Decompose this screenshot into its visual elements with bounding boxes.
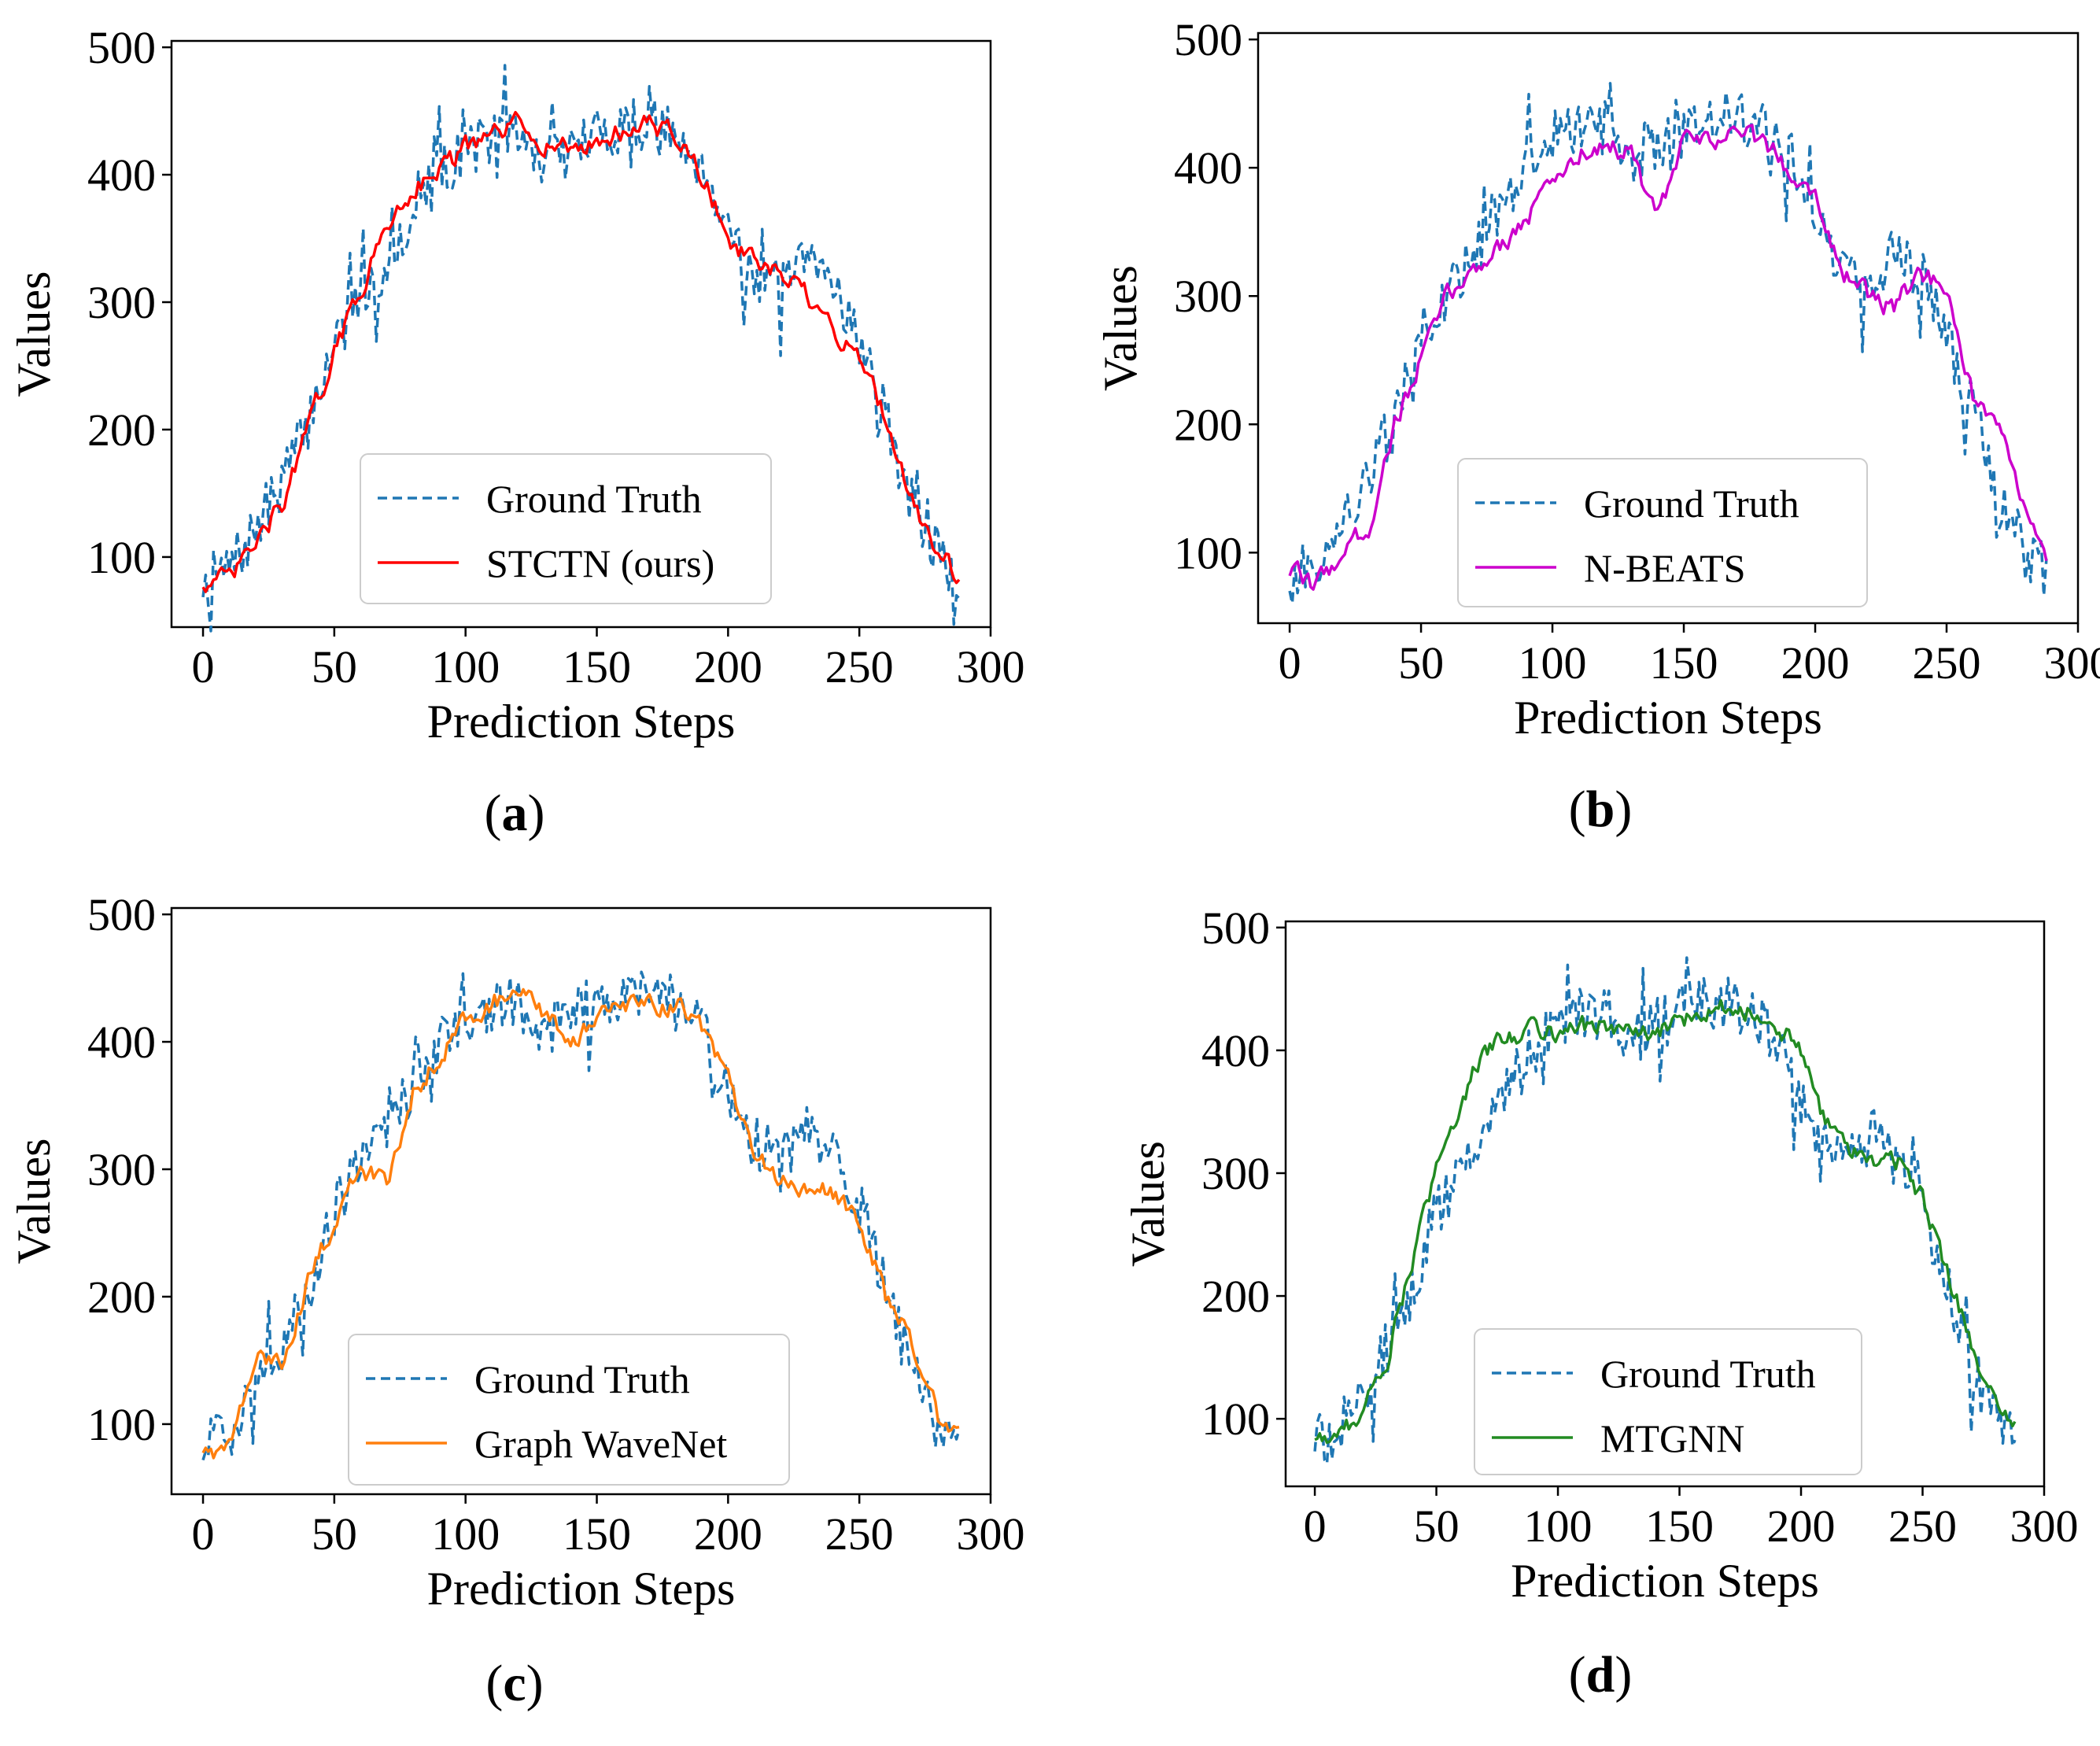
legend-label: Ground Truth [1600,1352,1816,1396]
panel-caption: (d) [1569,1646,1633,1704]
y-tick-label: 300 [87,277,156,328]
panel-b: 0 50 100 150 200 250 300 100 200 300 400 500 Predict… [1050,0,2100,873]
x-tick-label: 150 [1645,1501,1714,1552]
legend-label: Ground Truth [474,1357,690,1401]
y-tick-label: 500 [1174,14,1242,65]
panel-d: 0 50 100 150 200 250 300 100 200 300 400 500 Predict… [1050,873,2099,1745]
x-tick-label: 100 [1519,637,1587,688]
x-tick-label: 250 [1888,1501,1957,1552]
x-tick-label: 0 [192,1508,215,1560]
chart-c: 0 50 100 150 200 250 300 100 200 300 400 500 Predict… [8,889,1025,1712]
prediction-line [1288,124,2048,591]
legend-label: Graph WaveNet [474,1422,727,1466]
chart-a: 0 50 100 150 200 250 300 100 200 300 400 500 Predict… [8,22,1025,842]
y-tick-label: 100 [1174,527,1242,578]
y-axis-label: Values [8,1139,60,1264]
x-tick-label: 300 [2010,1501,2079,1552]
panel-caption: (b) [1569,781,1633,838]
y-tick-label: 100 [1201,1393,1270,1445]
x-tick-label: 100 [431,1508,500,1560]
prediction-line [1314,999,2017,1445]
panel-caption: (a) [485,784,545,842]
y-axis-label: Values [1122,1141,1174,1267]
x-tick-label: 250 [825,641,894,692]
legend-label: MTGNN [1600,1416,1744,1460]
y-tick-label: 200 [87,404,156,456]
y-axis-label: Values [8,271,60,397]
chart-d: 0 50 100 150 200 250 300 100 200 300 400 500 Predict… [1122,903,2079,1704]
x-tick-label: 200 [694,1508,762,1560]
x-axis-label: Prediction Steps [427,1563,736,1615]
legend-box [360,453,772,604]
legend-label: Ground Truth [486,477,702,521]
legend-label: Ground Truth [1584,482,1799,526]
legend-label: STCTN (ours) [486,541,714,585]
x-axis-label: Prediction Steps [1511,1555,1819,1607]
y-tick-label: 300 [1174,271,1242,322]
ground-truth-line [1288,82,2048,605]
x-tick-label: 50 [312,641,357,692]
x-tick-label: 50 [1414,1501,1460,1552]
legend-box [348,1334,790,1486]
y-tick-label: 400 [1201,1025,1270,1076]
legend-label: N-BEATS [1584,546,1746,590]
prediction-line [201,987,960,1460]
y-tick-label: 400 [87,149,156,201]
x-tick-label: 200 [1767,1501,1836,1552]
y-axis-label: Values [1094,265,1146,391]
x-tick-label: 150 [563,1508,631,1560]
x-tick-label: 0 [1304,1501,1327,1552]
x-tick-label: 250 [825,1508,894,1560]
y-tick-label: 100 [87,532,156,583]
panel-c: 0 50 100 150 200 250 300 100 200 300 400 500 Predict… [0,873,1050,1745]
plot-frame [1284,920,2046,1488]
plot-frame [170,39,992,629]
prediction-line [201,110,961,593]
x-tick-label: 150 [1650,637,1718,688]
panel-caption: (c) [485,1655,543,1712]
x-tick-label: 150 [563,641,631,692]
y-tick-label: 500 [87,889,156,940]
legend-box [1457,458,1868,607]
x-tick-label: 50 [1398,637,1444,688]
chart-b: 0 50 100 150 200 250 300 100 200 300 400 500 Predict… [1094,14,2100,838]
x-tick-label: 50 [312,1508,357,1560]
y-tick-label: 100 [87,1399,156,1450]
y-tick-label: 500 [1201,903,1270,954]
x-tick-label: 200 [1781,637,1850,688]
x-tick-label: 100 [1524,1501,1593,1552]
x-axis-label: Prediction Steps [1514,692,1822,744]
y-tick-label: 400 [1174,142,1242,194]
y-tick-label: 200 [1201,1271,1270,1322]
x-tick-label: 300 [957,641,1025,692]
x-tick-label: 0 [192,641,215,692]
x-tick-label: 200 [694,641,762,692]
x-tick-label: 0 [1279,637,1301,688]
y-tick-label: 400 [87,1017,156,1068]
plot-frame [1257,31,2080,625]
panel-a: 0 50 100 150 200 250 300 100 200 300 400 500 Predict… [0,0,1050,873]
y-tick-label: 300 [87,1144,156,1195]
y-tick-label: 200 [1174,399,1242,450]
x-tick-label: 300 [2044,637,2100,688]
plot-frame [170,906,992,1496]
y-tick-label: 500 [87,22,156,73]
x-axis-label: Prediction Steps [427,696,736,747]
x-tick-label: 100 [431,641,500,692]
x-tick-label: 250 [1913,637,1981,688]
x-tick-label: 300 [957,1508,1025,1560]
y-tick-label: 300 [1201,1148,1270,1199]
y-tick-label: 200 [87,1272,156,1323]
ground-truth-line [201,64,961,633]
